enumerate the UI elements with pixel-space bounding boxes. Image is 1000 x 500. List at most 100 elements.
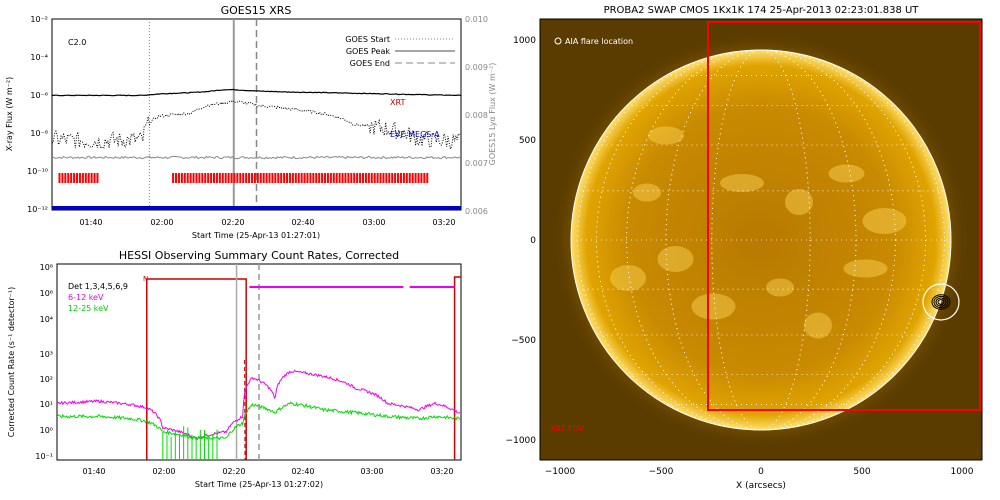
active-region: [610, 265, 646, 291]
hessi-xlabel: Start Time (25-Apr-13 01:27:02): [195, 480, 323, 489]
xrt-obs-tick: [204, 173, 207, 183]
active-region: [633, 183, 661, 202]
xrt-obs-tick: [210, 173, 213, 183]
xrt-obs-tick: [391, 173, 394, 183]
swap-xtick-5: 1000: [951, 467, 974, 477]
xrt-obs-tick: [367, 173, 370, 183]
xrt-obs-tick: [291, 173, 294, 183]
goes-ytick-4: 10⁻⁸: [30, 129, 48, 138]
goes-panel: GOES15 XRS 10⁻² 10⁻⁴ 10⁻⁶ 10⁻⁸ 10⁻¹⁰ 10⁻…: [5, 4, 497, 240]
xrt-obs-tick: [78, 173, 81, 183]
active-region: [648, 126, 684, 145]
hessi-12-25-line: [57, 401, 461, 441]
hessi-ytick-2: 10⁶: [40, 289, 53, 298]
xrt-obs-tick: [93, 173, 96, 183]
swap-title: PROBA2 SWAP CMOS 1Kx1K 174 25-Apr-2013 0…: [604, 5, 920, 16]
xrt-obs-tick: [344, 173, 347, 183]
xrt-obs-tick: [405, 173, 408, 183]
xrt-obs-tick: [361, 173, 364, 183]
goes-xtick-4: 02:40: [291, 218, 314, 227]
hessi-xtick-2: 02:00: [152, 467, 175, 476]
flare-contours: [931, 294, 951, 310]
goes-xtick-5: 03:00: [362, 218, 385, 227]
hessi-legend: Det 1,3,4,5,6,9 6-12 keV 12-25 keV: [68, 282, 128, 313]
sun-active-regions: [610, 126, 907, 339]
xrt-obs-tick: [408, 173, 411, 183]
swap-xtick-1: −1000: [545, 467, 576, 477]
xrt-obs-tick: [227, 173, 230, 183]
xrt-obs-tick: [61, 173, 64, 183]
hessi-xtick-4: 02:40: [291, 467, 314, 476]
xrt-obs-tick: [324, 173, 327, 183]
xrt-obs-tick: [233, 173, 236, 183]
hessi-plot-area: [57, 264, 461, 460]
goes-ytick-3: 10⁻⁶: [30, 91, 48, 100]
xrt-obs-tick: [76, 173, 79, 183]
xrt-obs-tick: [297, 173, 300, 183]
goes-y2tick-3: 0.008: [465, 111, 488, 120]
goes-ytick-1: 10⁻²: [30, 15, 48, 24]
xrt-obs-tick: [399, 173, 402, 183]
goes-legend-start: GOES Start: [345, 35, 390, 44]
xrt-obs-tick: [370, 173, 373, 183]
xrt-obs-tick: [303, 173, 306, 183]
hessi-ytick-7: 10⁰: [40, 426, 53, 435]
swap-y-ticks: 1000 500 0 −500 −1000: [506, 36, 537, 446]
xrt-obs-tick: [306, 173, 309, 183]
xrt-obs-tick: [221, 173, 224, 183]
xrt-obs-tick: [268, 173, 271, 183]
active-region: [766, 278, 794, 297]
xrt-obs-tick: [265, 173, 268, 183]
hessi-legend-det: Det 1,3,4,5,6,9: [68, 282, 128, 291]
swap-ytick-5: −1000: [506, 436, 537, 446]
xrt-obs-tick: [364, 173, 367, 183]
swap-xtick-2: −500: [649, 467, 674, 477]
xrt-obs-tick: [186, 173, 189, 183]
xrt-obs-tick: [70, 173, 73, 183]
goes-y2tick-5: 0.006: [465, 207, 488, 216]
xrt-obs-tick: [288, 173, 291, 183]
xrt-obs-tick: [172, 173, 175, 183]
aia-legend-symbol: [554, 37, 562, 45]
hessi-ytick-3: 10⁴: [40, 315, 53, 324]
hessi-end-flag: [453, 276, 461, 460]
xrt-obs-tick: [353, 173, 356, 183]
aia-legend-label: AIA flare location: [565, 37, 633, 46]
xrt-obs-tick: [426, 173, 429, 183]
xrt-obs-tick: [87, 173, 90, 183]
xrt-obs-tick: [394, 173, 397, 183]
goes-y-ticks: 10⁻² 10⁻⁴ 10⁻⁶ 10⁻⁸ 10⁻¹⁰ 10⁻¹²: [27, 15, 48, 214]
xrt-obs-tick: [180, 173, 183, 183]
swap-panel: PROBA2 SWAP CMOS 1Kx1K 174 25-Apr-2013 0…: [506, 5, 983, 491]
active-region: [691, 293, 736, 320]
heliographic-grid: [571, 49, 951, 431]
goes-xtick-2: 02:00: [150, 218, 173, 227]
flare-contour: [931, 294, 951, 310]
goes-y2tick-2: 0.009: [465, 63, 488, 72]
sun-limb: [570, 49, 952, 431]
xrt-obs-tick: [315, 173, 318, 183]
goes-ytick-2: 10⁻⁴: [30, 53, 48, 62]
flare-contour: [937, 299, 945, 305]
xrt-obs-tick: [402, 173, 405, 183]
flare-contour: [935, 297, 947, 307]
xrt-obs-tick: [256, 173, 259, 183]
xrt-obs-tick: [271, 173, 274, 183]
xrt-obs-tick: [321, 173, 324, 183]
goes-title: GOES15 XRS: [221, 4, 292, 17]
xrt-obs-tick: [192, 173, 195, 183]
xrt-obs-tick: [248, 173, 251, 183]
active-region: [828, 164, 865, 183]
goes-xtick-3: 02:20: [221, 218, 244, 227]
flare-contour: [933, 295, 949, 309]
xrt-obs-tick: [84, 173, 87, 183]
xrt-obs-tick: [326, 173, 329, 183]
xrt-obs-tick: [250, 173, 253, 183]
goes-legend: GOES Start GOES Peak GOES End: [345, 35, 455, 68]
goes-y2-ticks: 0.010 0.009 0.008 0.007 0.006: [465, 15, 488, 216]
xrt-obs-tick: [253, 173, 256, 183]
xrt-obs-tick: [388, 173, 391, 183]
active-region: [785, 189, 813, 215]
swap-frame: [539, 18, 983, 461]
xrt-obs-tick: [64, 173, 67, 183]
